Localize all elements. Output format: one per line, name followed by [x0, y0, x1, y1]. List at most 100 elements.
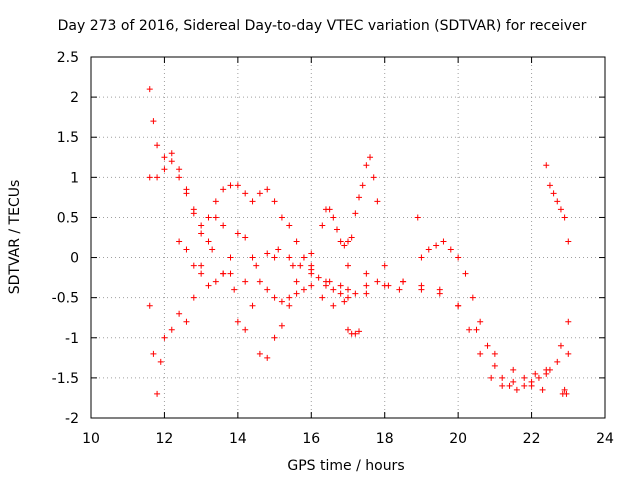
- data-point: [176, 310, 183, 317]
- data-point: [561, 214, 568, 221]
- data-point: [264, 354, 271, 361]
- data-point: [286, 294, 293, 301]
- x-axis-label: GPS time / hours: [287, 458, 404, 474]
- data-point: [278, 214, 285, 221]
- data-point: [150, 118, 157, 125]
- data-point: [563, 390, 570, 397]
- data-point: [205, 214, 212, 221]
- data-point: [521, 374, 528, 381]
- data-point: [513, 386, 520, 393]
- data-point: [337, 238, 344, 245]
- series-track-d: [176, 230, 403, 309]
- x-tick-label: 24: [596, 431, 614, 447]
- data-point: [363, 162, 370, 169]
- data-point: [249, 302, 256, 309]
- data-point: [176, 174, 183, 181]
- data-point: [440, 238, 447, 245]
- data-point: [374, 278, 381, 285]
- data-point: [209, 246, 216, 253]
- data-point: [532, 370, 539, 377]
- data-point: [565, 350, 572, 357]
- grid: [90, 56, 606, 419]
- data-point: [363, 282, 370, 289]
- data-point: [183, 246, 190, 253]
- chart-title: Day 273 of 2016, Sidereal Day-to-day VTE…: [58, 18, 587, 34]
- data-point: [473, 326, 480, 333]
- data-point: [242, 326, 249, 333]
- data-point: [499, 382, 506, 389]
- data-point: [319, 222, 326, 229]
- data-point: [447, 246, 454, 253]
- data-point: [146, 174, 153, 181]
- data-point: [330, 302, 337, 309]
- data-point: [198, 262, 205, 269]
- data-point: [381, 282, 388, 289]
- data-point: [499, 374, 506, 381]
- data-point: [293, 290, 300, 297]
- data-point: [341, 298, 348, 305]
- x-tick-labels: 10 12 14 16 18 20 22 24: [82, 431, 614, 447]
- data-point: [345, 262, 351, 269]
- data-point: [491, 350, 498, 357]
- data-point: [146, 302, 153, 309]
- series-track-h: [414, 214, 550, 393]
- data-point: [271, 254, 278, 261]
- series-track-a: [146, 86, 344, 293]
- data-point: [227, 254, 234, 261]
- data-point: [363, 290, 370, 297]
- data-point: [308, 250, 315, 257]
- data-point: [198, 230, 205, 237]
- plot-frame: [90, 56, 606, 419]
- data-point: [150, 350, 157, 357]
- data-point: [543, 162, 550, 169]
- data-points: [146, 86, 572, 397]
- data-point: [535, 374, 542, 381]
- data-point: [271, 294, 278, 301]
- y-tick-label: -2: [65, 411, 79, 427]
- data-point: [557, 342, 564, 349]
- data-point: [546, 182, 553, 189]
- data-point: [256, 190, 263, 197]
- data-point: [352, 290, 359, 297]
- data-point: [469, 294, 476, 301]
- data-point: [264, 286, 271, 293]
- data-point: [308, 282, 315, 289]
- data-point: [477, 318, 484, 325]
- x-tick-label: 14: [229, 431, 247, 447]
- series-track-e: [271, 254, 572, 393]
- data-point: [414, 214, 421, 221]
- y-tick-label: 0.5: [57, 210, 79, 226]
- data-point: [322, 282, 329, 289]
- data-point: [253, 262, 260, 269]
- y-tick-label: -1.5: [52, 371, 79, 387]
- data-point: [154, 174, 161, 181]
- data-point: [466, 326, 473, 333]
- x-tick-label: 12: [156, 431, 174, 447]
- data-point: [220, 222, 227, 229]
- series-track-c: [146, 214, 315, 397]
- data-point: [436, 286, 443, 293]
- data-point: [315, 274, 322, 281]
- data-point: [231, 286, 238, 293]
- data-point: [227, 270, 234, 277]
- data-point: [554, 358, 561, 365]
- y-tick-label: -1: [65, 331, 79, 347]
- data-point: [554, 198, 561, 205]
- data-point: [198, 270, 205, 277]
- y-tick-labels: 2.5 2 1.5 1 0.5 0 -0.5 -1 -1.5 -2: [52, 50, 79, 427]
- x-tick-label: 20: [449, 431, 467, 447]
- x-tick-label: 22: [523, 431, 541, 447]
- data-point: [256, 278, 263, 285]
- data-point: [455, 302, 462, 309]
- y-tick-label: 0: [70, 251, 79, 267]
- series-track-k: [559, 386, 570, 397]
- x-tick-label: 16: [302, 431, 320, 447]
- data-point: [337, 290, 344, 297]
- series-track-j: [345, 326, 363, 337]
- data-point: [205, 282, 212, 289]
- data-point: [264, 186, 271, 193]
- data-point: [455, 254, 462, 261]
- data-point: [168, 150, 175, 157]
- data-point: [565, 318, 572, 325]
- data-point: [396, 286, 403, 293]
